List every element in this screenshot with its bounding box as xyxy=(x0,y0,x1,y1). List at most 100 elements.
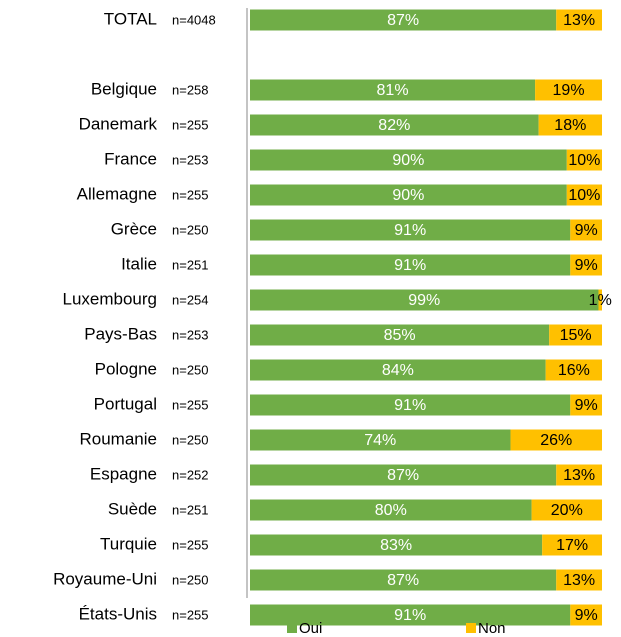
bar-segment xyxy=(250,464,557,486)
value-label: 87% xyxy=(387,12,419,29)
bar-segment xyxy=(250,9,557,31)
category-label: TOTAL xyxy=(104,9,157,28)
sample-size: n=255 xyxy=(172,397,209,412)
bar-segment xyxy=(570,394,602,416)
value-label: 74% xyxy=(364,432,396,449)
value-label: 91% xyxy=(394,607,426,624)
category-label: Royaume-Uni xyxy=(53,569,157,588)
sample-size: n=251 xyxy=(172,502,209,517)
value-label: 87% xyxy=(387,572,419,589)
sample-size: n=250 xyxy=(172,362,209,377)
category-label: Luxembourg xyxy=(62,289,157,308)
bar-segment xyxy=(556,9,602,31)
category-label: Portugal xyxy=(94,394,157,413)
sample-size: n=255 xyxy=(172,117,209,132)
category-label: Danemark xyxy=(79,114,158,133)
category-label: France xyxy=(104,149,157,168)
bar-segment xyxy=(250,394,571,416)
bar-segment xyxy=(556,569,602,591)
value-label: 13% xyxy=(563,12,595,29)
category-label: Pays-Bas xyxy=(84,324,157,343)
bar-segment xyxy=(570,604,602,626)
bar-segment xyxy=(250,219,571,241)
sample-size: n=250 xyxy=(172,222,209,237)
legend-swatch xyxy=(466,623,476,633)
value-label: 26% xyxy=(540,432,572,449)
legend-label: Oui xyxy=(299,620,322,637)
bar-segment xyxy=(250,569,557,591)
sample-size: n=255 xyxy=(172,537,209,552)
bar-segment xyxy=(566,149,602,171)
category-label: Suède xyxy=(108,499,157,518)
value-label: 91% xyxy=(394,257,426,274)
value-label: 10% xyxy=(568,152,600,169)
category-label: Allemagne xyxy=(77,184,157,203)
value-label: 9% xyxy=(575,397,598,414)
sample-size: n=255 xyxy=(172,607,209,622)
bar-segment xyxy=(250,114,539,136)
value-label: 81% xyxy=(377,82,409,99)
value-label: 80% xyxy=(375,502,407,519)
sample-size: n=253 xyxy=(172,327,209,342)
bar-segment xyxy=(250,499,532,521)
bar-segment xyxy=(250,429,511,451)
category-label: Grèce xyxy=(111,219,157,238)
bar-segment xyxy=(598,289,602,311)
bar-segment xyxy=(250,79,536,101)
sample-size: n=250 xyxy=(172,572,209,587)
sample-size: n=250 xyxy=(172,432,209,447)
value-label: 90% xyxy=(392,152,424,169)
bar-segment xyxy=(250,534,543,556)
value-label: 91% xyxy=(394,222,426,239)
value-label: 91% xyxy=(394,397,426,414)
value-label: 17% xyxy=(556,537,588,554)
value-label: 1% xyxy=(589,292,612,309)
value-label: 9% xyxy=(575,257,598,274)
sample-size: n=4048 xyxy=(172,12,216,27)
bar-segment xyxy=(250,604,571,626)
value-label: 20% xyxy=(551,502,583,519)
value-label: 85% xyxy=(384,327,416,344)
bar-segment xyxy=(531,499,602,521)
sample-size: n=258 xyxy=(172,82,209,97)
category-label: Pologne xyxy=(95,359,157,378)
category-label: Turquie xyxy=(100,534,157,553)
bar-segment xyxy=(538,114,602,136)
sample-size: n=254 xyxy=(172,292,209,307)
bar-segment xyxy=(510,429,602,451)
value-label: 19% xyxy=(553,82,585,99)
bar-segment xyxy=(250,254,571,276)
bar-segment xyxy=(250,149,567,171)
value-label: 83% xyxy=(380,537,412,554)
sample-size: n=253 xyxy=(172,152,209,167)
value-label: 99% xyxy=(408,292,440,309)
bar-segment xyxy=(566,184,602,206)
bar-segment xyxy=(250,359,546,381)
bar-segment xyxy=(549,324,602,346)
sample-size: n=255 xyxy=(172,187,209,202)
sample-size: n=252 xyxy=(172,467,209,482)
bar-segment xyxy=(250,184,567,206)
bar-segment xyxy=(556,464,602,486)
value-label: 84% xyxy=(382,362,414,379)
bar-segment xyxy=(570,254,602,276)
value-label: 18% xyxy=(554,117,586,134)
bar-segment xyxy=(250,289,599,311)
value-label: 87% xyxy=(387,467,419,484)
value-label: 82% xyxy=(378,117,410,134)
legend-label: Non xyxy=(478,620,506,637)
bar-segment xyxy=(250,324,550,346)
bar-segment xyxy=(570,219,602,241)
bar-segment xyxy=(535,79,602,101)
value-label: 16% xyxy=(558,362,590,379)
category-label: Belgique xyxy=(91,79,157,98)
category-label: États-Unis xyxy=(79,604,157,623)
category-label: Italie xyxy=(121,254,157,273)
value-label: 13% xyxy=(563,572,595,589)
value-label: 13% xyxy=(563,467,595,484)
legend-swatch xyxy=(287,623,297,633)
category-label: Espagne xyxy=(90,464,157,483)
value-label: 9% xyxy=(575,607,598,624)
bar-segment xyxy=(542,534,602,556)
